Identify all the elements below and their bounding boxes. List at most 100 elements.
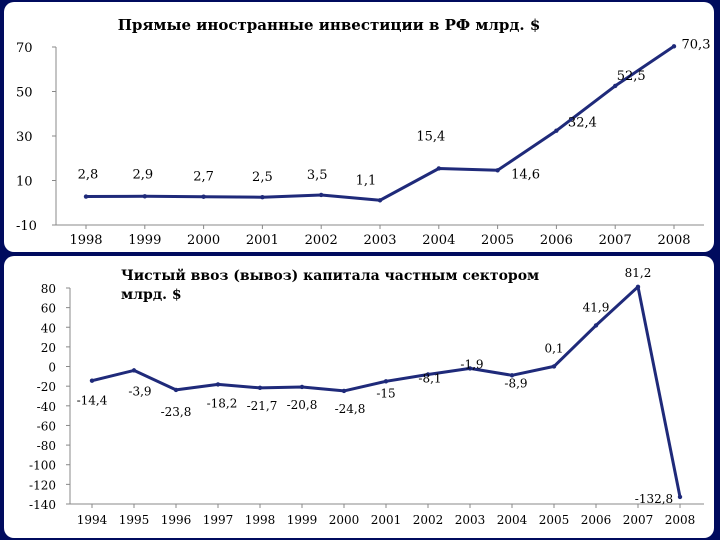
x-tick-label: 2001 — [246, 233, 279, 248]
x-tick-label: 2008 — [665, 513, 696, 527]
data-label: 1,1 — [356, 173, 377, 188]
data-point — [377, 198, 383, 203]
data-label: 41,9 — [583, 300, 610, 314]
data-point — [551, 364, 557, 369]
y-tick-label: -100 — [29, 459, 56, 473]
capital-flow-chart: Чистый ввоз (вывоз) капитала частным сек… — [29, 266, 704, 527]
x-tick-label: 1999 — [128, 233, 161, 248]
chart-title-line-2: млрд. $ — [121, 287, 182, 303]
x-tick-label: 1997 — [203, 513, 234, 527]
data-point — [593, 323, 599, 328]
data-label: 2,9 — [132, 167, 153, 182]
x-tick-label: 2006 — [581, 513, 612, 527]
x-tick-label: 2000 — [329, 513, 360, 527]
data-point — [467, 366, 473, 371]
data-label: -23,8 — [161, 405, 192, 419]
data-label: 81,2 — [625, 266, 652, 280]
data-point — [260, 194, 265, 200]
x-tick-label: 2007 — [623, 513, 654, 527]
data-point — [131, 368, 137, 373]
data-label: 0,1 — [544, 341, 563, 355]
x-tick-label: 2005 — [481, 233, 514, 248]
data-label: -132,8 — [635, 492, 673, 506]
y-tick-label: 80 — [41, 282, 56, 296]
x-tick-label: 2004 — [422, 233, 455, 248]
data-point — [299, 384, 305, 390]
y-tick-label: -120 — [29, 478, 56, 492]
fdi-chart: Прямые иностранные инвестиции в РФ млрд.… — [16, 16, 711, 248]
x-tick-label: 2000 — [187, 233, 220, 248]
data-label: 2,7 — [193, 170, 214, 185]
y-tick-label: 20 — [41, 341, 56, 355]
chart-title: Прямые иностранные инвестиции в РФ млрд.… — [118, 16, 541, 34]
x-tick-label: 2003 — [363, 233, 396, 248]
data-point — [677, 494, 683, 500]
x-tick-label: 2006 — [540, 233, 573, 248]
data-label: 14,6 — [511, 167, 540, 182]
data-label: 32,4 — [568, 116, 597, 131]
y-tick-label: -140 — [29, 498, 56, 512]
data-label: -1,9 — [460, 357, 483, 371]
data-label: -14,4 — [77, 394, 108, 408]
data-label: 2,8 — [78, 168, 99, 183]
data-point — [257, 385, 263, 391]
x-tick-label: 1998 — [69, 233, 102, 248]
data-point — [383, 379, 389, 384]
data-point — [201, 194, 206, 199]
data-label: -8,1 — [418, 371, 441, 385]
data-point — [436, 166, 441, 171]
data-label: -21,7 — [247, 399, 278, 413]
x-tick-label: 2002 — [413, 513, 444, 527]
data-point — [319, 192, 324, 198]
chart-title-line-1: Чистый ввоз (вывоз) капитала частным сек… — [121, 267, 539, 284]
data-point — [215, 382, 221, 387]
y-tick-label: 60 — [41, 302, 56, 316]
x-tick-label: 2003 — [455, 513, 486, 527]
data-point — [341, 388, 347, 394]
y-tick-label: 50 — [16, 86, 33, 101]
data-label: -24,8 — [335, 402, 366, 416]
data-label: -3,9 — [128, 384, 151, 398]
data-point — [173, 387, 179, 393]
data-point — [425, 372, 431, 377]
x-tick-label: 2004 — [497, 513, 528, 527]
x-tick-label: 2002 — [305, 233, 338, 248]
x-tick-label: 1995 — [119, 513, 150, 527]
y-tick-label: -20 — [37, 380, 56, 394]
y-tick-label: -10 — [16, 219, 37, 234]
data-label: -8,9 — [504, 376, 527, 390]
y-tick-label: -60 — [37, 419, 56, 433]
y-tick-label: -80 — [37, 439, 56, 453]
data-label: 3,5 — [307, 168, 328, 183]
data-point — [554, 128, 559, 133]
y-tick-label: 30 — [16, 130, 33, 145]
x-tick-label: 1998 — [245, 513, 276, 527]
data-label: -20,8 — [287, 398, 318, 412]
data-label: -15 — [376, 386, 395, 400]
x-tick-label: 1996 — [161, 513, 192, 527]
data-point — [509, 373, 515, 378]
x-tick-label: 2007 — [599, 233, 632, 248]
chart-panel-capital-flow: Чистый ввоз (вывоз) капитала частным сек… — [4, 256, 714, 538]
x-tick-label: 2008 — [657, 233, 690, 248]
data-label: 15,4 — [416, 129, 445, 144]
data-label: 70,3 — [682, 37, 711, 52]
x-tick-label: 1994 — [77, 513, 108, 527]
y-tick-label: 10 — [16, 175, 33, 190]
y-tick-label: 70 — [16, 41, 33, 56]
data-point — [142, 194, 147, 199]
data-point — [495, 168, 500, 173]
data-point — [613, 83, 618, 89]
data-label: -18,2 — [207, 396, 238, 410]
x-tick-label: 2005 — [539, 513, 570, 527]
y-tick-label: 40 — [41, 321, 56, 335]
x-tick-label: 2001 — [371, 513, 402, 527]
x-tick-label: 1999 — [287, 513, 318, 527]
y-tick-label: -40 — [37, 400, 56, 414]
data-point — [635, 284, 641, 290]
data-point — [89, 378, 95, 383]
data-point — [671, 44, 677, 49]
data-label: 52,5 — [617, 69, 646, 84]
data-point — [83, 194, 89, 199]
data-label: 2,5 — [252, 170, 273, 185]
